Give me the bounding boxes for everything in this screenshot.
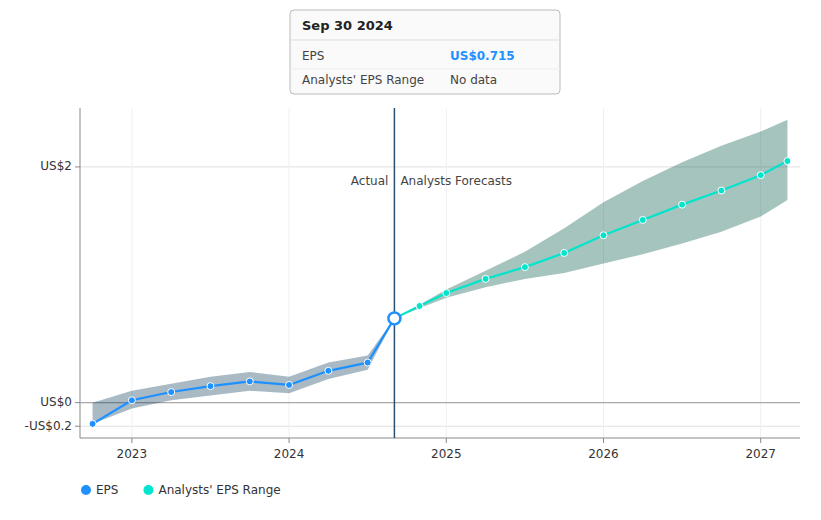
y-grid-line: [80, 402, 800, 403]
x-tick: [603, 438, 604, 443]
range-band: [394, 120, 787, 319]
y-tick: [75, 166, 80, 167]
tooltip-label: EPS: [302, 49, 324, 63]
tooltip: Sep 30 2024 EPS US$0.715 Analysts' EPS Rang…: [290, 10, 560, 94]
x-tick-label: 2025: [431, 447, 462, 461]
series-point: [286, 381, 293, 388]
series-point: [325, 367, 332, 374]
annotation: Analysts Forecasts: [400, 174, 512, 188]
legend-swatch: [81, 485, 91, 495]
series-line: [93, 318, 395, 423]
series-point: [757, 172, 764, 179]
y-tick: [75, 426, 80, 427]
series-point: [482, 275, 489, 282]
y-tick-label: US$0: [40, 395, 72, 409]
series-point: [600, 232, 607, 239]
x-tick: [446, 438, 447, 443]
y-tick: [75, 402, 80, 403]
x-axis-line: [80, 438, 800, 439]
series-point: [416, 303, 423, 310]
tooltip-separator: [290, 69, 560, 70]
series-point: [561, 249, 568, 256]
series-point: [246, 378, 253, 385]
chart: -US$0.2 US$0 US$2 2023 2024 2025 2026 2027 Actua…: [0, 0, 821, 520]
tooltip-box: [290, 10, 560, 94]
series-point: [718, 187, 725, 194]
series-point: [128, 397, 135, 404]
series-point: [89, 420, 96, 427]
reference-line: [80, 402, 800, 403]
divider-line: [394, 108, 396, 438]
x-tick-label: 2024: [274, 447, 305, 461]
legend: EPS Analysts' EPS Range: [81, 483, 281, 497]
tooltip-separator: [290, 40, 560, 41]
series-point: [207, 383, 214, 390]
y-grid-line: [80, 426, 800, 427]
tooltip-value: US$0.715: [450, 49, 515, 63]
x-grid-line: [446, 108, 447, 438]
series-point: [784, 158, 791, 165]
legend-swatch: [143, 485, 153, 495]
series-point: [443, 290, 450, 297]
tooltip-value: No data: [450, 73, 497, 87]
plot-data: [80, 108, 800, 438]
series-line: [394, 161, 787, 318]
series-point: [364, 359, 371, 366]
series-point: [639, 216, 646, 223]
x-grid-line: [131, 108, 132, 438]
tooltip-label: Analysts' EPS Range: [302, 73, 424, 87]
annotation: Actual: [351, 174, 389, 188]
grid: -US$0.2 US$0 US$2 2023 2024 2025 2026 2027: [25, 108, 800, 461]
x-tick: [289, 438, 290, 443]
x-tick: [131, 438, 132, 443]
series-point: [679, 201, 686, 208]
series-point: [521, 264, 528, 271]
x-tick-label: 2023: [117, 447, 148, 461]
highlight-point: [388, 312, 400, 324]
x-tick: [760, 438, 761, 443]
range-band: [93, 318, 395, 423]
x-tick-label: 2027: [745, 447, 776, 461]
x-grid-line: [603, 108, 604, 438]
tooltip-title: Sep 30 2024: [302, 18, 393, 33]
y-tick-label: US$2: [40, 159, 72, 173]
legend-label: Analysts' EPS Range: [158, 483, 280, 497]
y-tick-label: -US$0.2: [25, 419, 72, 433]
series-point: [168, 389, 175, 396]
y-axis-line: [80, 108, 81, 438]
x-tick-label: 2026: [588, 447, 619, 461]
legend-label: EPS: [96, 483, 118, 497]
